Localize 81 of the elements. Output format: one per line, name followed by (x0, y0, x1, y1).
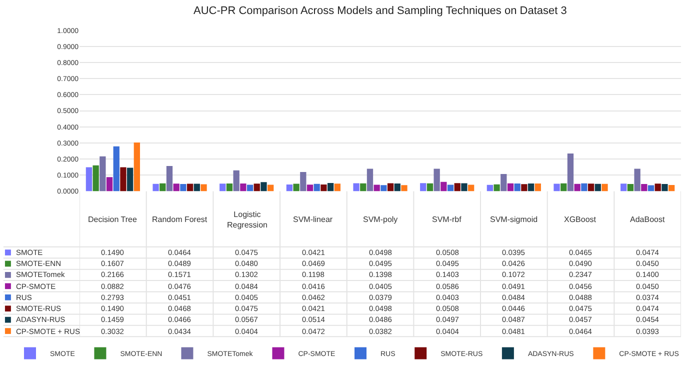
bar (360, 183, 366, 192)
bar (86, 167, 92, 192)
bar (293, 184, 300, 192)
bar (500, 174, 507, 192)
bar (627, 184, 634, 192)
bar (113, 146, 120, 192)
x-tick-label: Decision Tree (88, 215, 138, 224)
bar (588, 184, 594, 192)
bar (507, 183, 514, 192)
bar (521, 184, 528, 192)
bar (374, 184, 380, 192)
bar (401, 185, 408, 192)
bar (246, 184, 254, 192)
bar (186, 184, 194, 192)
bar (434, 168, 440, 192)
bar (468, 184, 474, 192)
bar (134, 142, 140, 192)
bar (306, 184, 314, 192)
bar (366, 168, 374, 192)
bar (334, 184, 340, 192)
x-tick-label: AdaBoost (630, 215, 666, 224)
bar (634, 168, 640, 192)
bar (286, 184, 293, 192)
bar (268, 184, 274, 192)
bar (166, 166, 173, 192)
x-tick-label: SVM-poly (363, 215, 398, 224)
bar (200, 184, 207, 192)
bar (126, 168, 134, 192)
bar (314, 184, 320, 192)
bar (160, 183, 166, 192)
x-tick-label: SVM-linear (293, 215, 333, 224)
bar (574, 184, 580, 192)
bar (594, 184, 601, 192)
x-tick-label: SVM-sigmoid (490, 215, 538, 224)
bar (106, 177, 113, 192)
x-tick-label: Random Forest (152, 215, 208, 224)
bar (454, 183, 460, 192)
bar (426, 183, 434, 192)
bar (233, 170, 240, 192)
bar (327, 183, 334, 192)
bar (254, 184, 260, 192)
bar (300, 172, 306, 192)
bar (394, 183, 400, 192)
bar (447, 184, 454, 192)
bar (220, 184, 226, 192)
bar (668, 184, 675, 192)
bar (534, 184, 541, 192)
bar (554, 184, 560, 192)
bar (92, 165, 99, 192)
bar (226, 184, 233, 192)
bar (514, 183, 520, 192)
bar (353, 183, 360, 192)
bar (662, 184, 668, 192)
bar (440, 182, 447, 192)
x-tick-label: Logistic Regression (227, 210, 268, 230)
chart-title: AUC-PR Comparison Across Models and Sampling Techniques on Dataset 3 (193, 4, 567, 17)
bar (654, 184, 661, 192)
bar (180, 184, 186, 192)
bar (380, 185, 387, 192)
x-tick-label: SVM-rbf (432, 215, 462, 224)
bar (581, 183, 588, 192)
bar (620, 184, 627, 192)
bar (194, 184, 200, 192)
bar (528, 183, 534, 192)
bar (387, 183, 394, 192)
bar (641, 184, 648, 192)
bar (173, 184, 180, 192)
bar (240, 183, 246, 192)
bar (420, 183, 426, 192)
bar (602, 184, 608, 192)
bar (260, 182, 267, 192)
bar (461, 183, 468, 192)
bar (494, 184, 500, 192)
x-tick-label: XGBoost (564, 215, 597, 224)
bar (100, 156, 106, 192)
bar (567, 154, 574, 192)
bar (560, 183, 567, 192)
bar (486, 184, 494, 192)
bar (320, 184, 327, 192)
bar (152, 184, 159, 192)
bar (120, 167, 126, 192)
